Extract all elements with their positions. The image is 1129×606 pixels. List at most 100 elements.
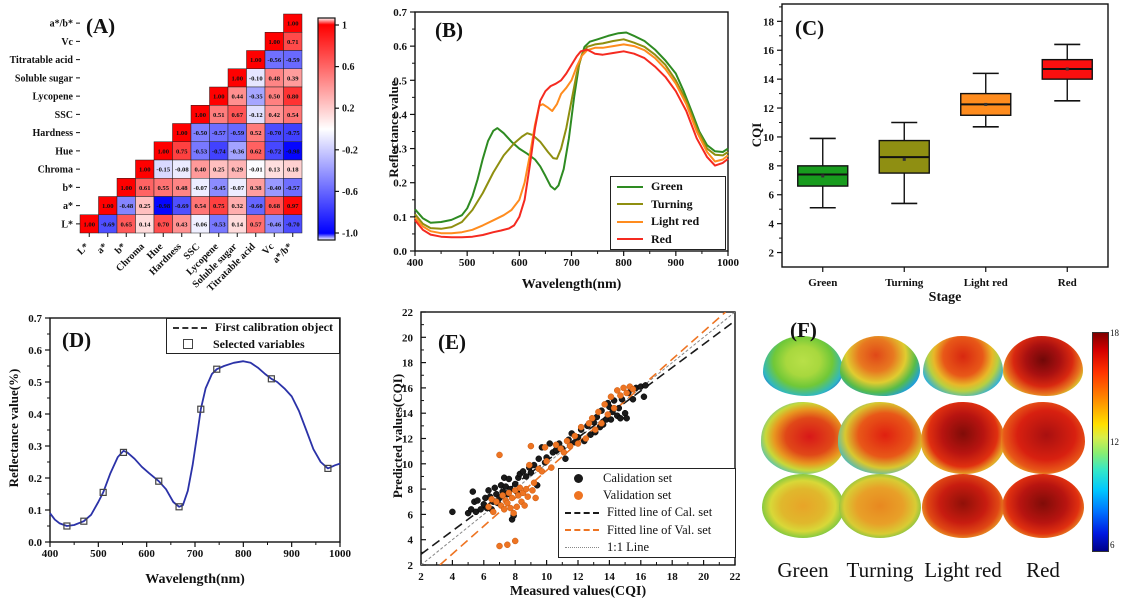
tomato-heatmap-r2-red (1001, 402, 1085, 474)
panel-e-scatter: (E) 2 4 6 8 10 12 14 16 18 20 22 2 4 6 8 10 12 14 16 18 20 22… (390, 307, 752, 606)
svg-text:14: 14 (402, 408, 414, 420)
svg-text:800: 800 (615, 257, 632, 269)
stage-label-light-red: Light red (924, 558, 1002, 582)
svg-text:1.00: 1.00 (176, 130, 188, 137)
panel-d-legend: First calibration object Selected variabl… (166, 318, 340, 354)
panel-d-x-axis-title: Wavelength(nm) (145, 572, 245, 587)
svg-text:1.00: 1.00 (213, 94, 225, 101)
svg-text:-0.70: -0.70 (286, 221, 300, 228)
colorbar-tick: 0.2 (342, 104, 355, 115)
svg-text:0.61: 0.61 (139, 185, 151, 192)
selected-variable-marker (99, 488, 107, 496)
row-label: L* (61, 219, 73, 230)
svg-text:0.50: 0.50 (268, 94, 280, 101)
panel-c-boxplot: (C) 2 4 6 8 10 12 14 16 18 Green Turning Light red R… (748, 0, 1129, 312)
panel-d-calibration-chart: (D) 400 500 600 700 800 900 1000 0.0 0.1 0.2 0.3 0.… (0, 312, 392, 606)
panel-c-y-axis-title: CQI (749, 122, 764, 148)
panel-f-tomato-heatmaps: (F) Green Turning Light red Red 18 12 6 (752, 312, 1129, 606)
svg-text:-0.40: -0.40 (267, 185, 281, 192)
legend-item: Validation set (559, 488, 735, 503)
svg-text:6: 6 (481, 571, 487, 583)
svg-text:1.00: 1.00 (157, 148, 169, 155)
svg-text:1.00: 1.00 (268, 39, 280, 46)
svg-text:-0.10: -0.10 (249, 75, 263, 82)
legend-item: Red (611, 232, 725, 247)
row-label: a* (63, 201, 73, 212)
stage-label-turning: Turning (846, 558, 914, 582)
colorbar-tick: 0.6 (342, 62, 355, 73)
svg-text:700: 700 (187, 548, 204, 560)
svg-text:1.00: 1.00 (120, 185, 132, 192)
panel-d-tag: (D) (62, 328, 92, 352)
svg-text:0.68: 0.68 (268, 203, 280, 210)
validation-points (485, 383, 637, 550)
svg-text:0.14: 0.14 (139, 221, 151, 228)
column-label: a*/b* (271, 241, 295, 265)
svg-text:0.0: 0.0 (393, 246, 407, 258)
row-label: Hardness (32, 128, 73, 139)
svg-text:-0.07: -0.07 (193, 185, 207, 192)
svg-text:0.80: 0.80 (287, 94, 299, 101)
svg-text:0.18: 0.18 (287, 167, 299, 174)
tomato-heatmap-r3-turning (839, 474, 921, 538)
svg-text:400: 400 (407, 257, 424, 269)
panel-c-tag: (C) (795, 16, 825, 40)
row-label: Lycopene (32, 92, 73, 103)
panel-b-y-axis-title: Reflectance value (386, 80, 401, 178)
svg-text:0.5: 0.5 (28, 377, 42, 389)
legend-label: Selected variables (213, 336, 305, 351)
svg-text:0.1: 0.1 (28, 505, 42, 517)
heatmap-cells: 1.00 1.00 0.71 1.00 -0.56 -0.59 1.00 -0.10 0.48 0… (79, 13, 303, 234)
svg-text:0.32: 0.32 (231, 203, 243, 210)
svg-text:20: 20 (698, 571, 710, 583)
svg-text:12: 12 (763, 103, 775, 115)
colorbar-tick: -0.2 (342, 145, 358, 156)
legend-item: Green (611, 179, 725, 194)
legend-item: Light red (611, 214, 725, 229)
legend-label: 1:1 Line (607, 539, 650, 554)
legend-sample-line (617, 185, 643, 188)
box-red (1041, 43, 1093, 102)
row-label: a*/b* (50, 19, 73, 30)
selected-variable-marker (324, 464, 332, 472)
svg-text:0.25: 0.25 (213, 167, 225, 174)
panel-c-axes: 2 4 6 8 10 12 14 16 18 (763, 3, 1109, 268)
colorbar-tick: 1 (342, 21, 347, 32)
svg-text:0.2: 0.2 (28, 473, 42, 485)
tomato-heatmap-r3-red (1002, 474, 1084, 538)
column-label: a* (95, 241, 110, 256)
cal-fit-line (421, 320, 735, 555)
legend-label: Validation set (603, 488, 672, 503)
tomato-heatmap-r1-red (1003, 336, 1083, 396)
svg-text:1.00: 1.00 (83, 221, 95, 228)
svg-text:0.1: 0.1 (393, 212, 407, 224)
svg-text:-0.07: -0.07 (230, 185, 244, 192)
svg-text:-0.48: -0.48 (119, 203, 133, 210)
svg-text:900: 900 (668, 257, 685, 269)
svg-text:-0.01: -0.01 (249, 167, 263, 174)
row-label: Hue (55, 146, 73, 157)
svg-text:0.6: 0.6 (28, 345, 42, 357)
svg-text:-0.60: -0.60 (249, 203, 263, 210)
legend-sample-dash (565, 529, 599, 532)
legend-sample-dash (565, 511, 599, 514)
panel-a-tag: (A) (86, 14, 116, 38)
selected-variable-marker (267, 375, 275, 383)
panel-b-tag: (B) (435, 18, 463, 42)
svg-text:600: 600 (138, 548, 155, 560)
svg-text:900: 900 (283, 548, 300, 560)
panel-f-tag: (F) (790, 318, 817, 342)
heatmap-svg: 1.00 1.00 0.71 1.00 -0.56 -0.59 1.00 -0.10 0.48 0… (10, 13, 358, 294)
svg-text:2: 2 (418, 571, 424, 583)
svg-text:-0.98: -0.98 (156, 203, 170, 210)
svg-text:1.00: 1.00 (231, 75, 243, 82)
category-label: Red (1058, 277, 1077, 289)
row-label: Soluble sugar (15, 73, 74, 84)
svg-text:500: 500 (90, 548, 107, 560)
reflectance-chart-svg: 400 500 600 700 800 900 1000 0.0 0.1 0.2 0.3 0.4 0.5… (393, 7, 739, 269)
svg-text:12: 12 (402, 434, 414, 446)
box-light-red (960, 72, 1012, 128)
svg-text:1000: 1000 (329, 548, 352, 560)
svg-text:18: 18 (402, 358, 414, 370)
